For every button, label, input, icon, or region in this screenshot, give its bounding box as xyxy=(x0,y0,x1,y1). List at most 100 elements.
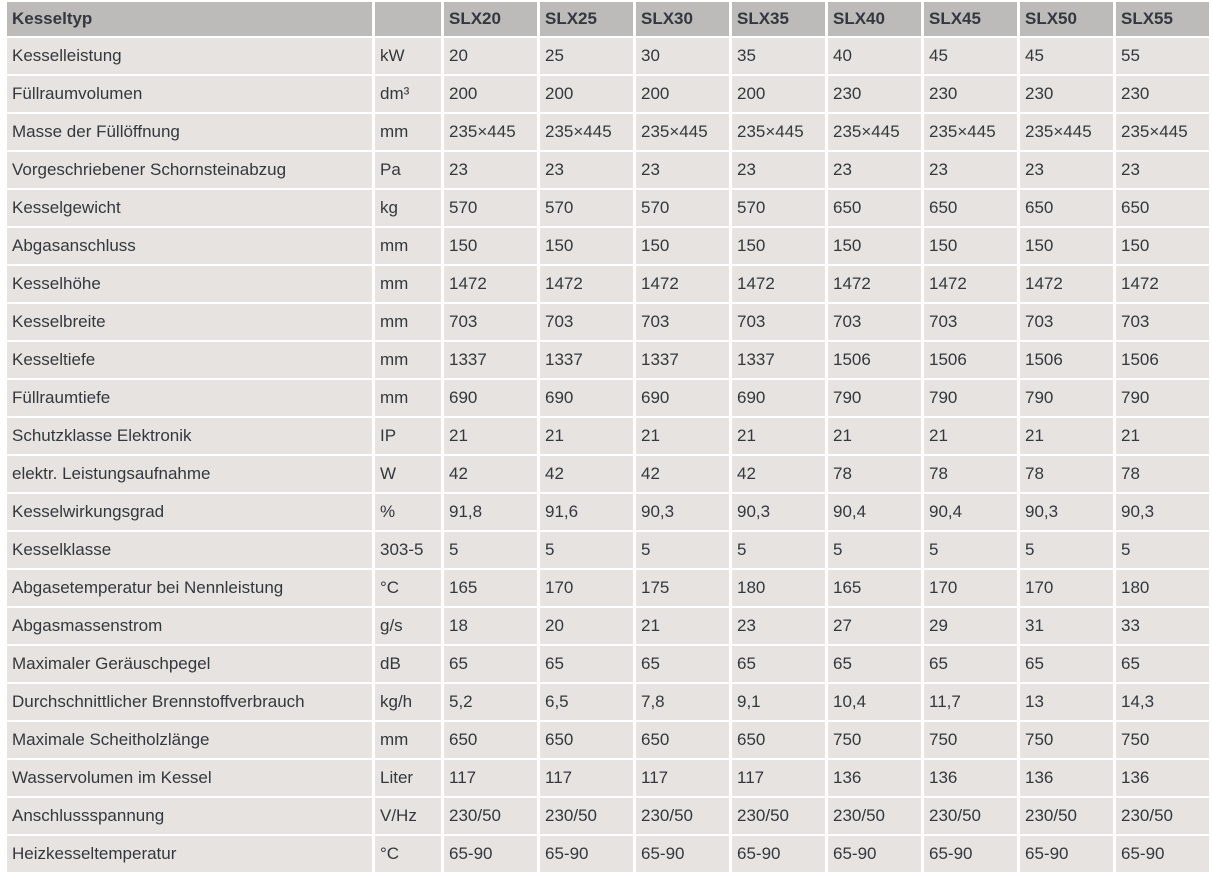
value-cell: 136 xyxy=(1116,760,1209,796)
unit-cell: °C xyxy=(375,836,441,872)
value-cell: 117 xyxy=(444,760,537,796)
value-cell: 11,7 xyxy=(924,684,1017,720)
value-cell: 690 xyxy=(444,380,537,416)
value-cell: 1337 xyxy=(732,342,825,378)
value-cell: 165 xyxy=(444,570,537,606)
value-cell: 235×445 xyxy=(732,114,825,150)
value-cell: 90,3 xyxy=(1116,494,1209,530)
value-cell: 703 xyxy=(444,304,537,340)
value-cell: 21 xyxy=(444,418,537,454)
value-cell: 235×445 xyxy=(1116,114,1209,150)
row-label-cell: Kesselleistung xyxy=(7,38,372,74)
unit-cell: Pa xyxy=(375,152,441,188)
row-label-cell: Durchschnittlicher Brennstoffverbrauch xyxy=(7,684,372,720)
value-cell: 703 xyxy=(1020,304,1113,340)
table-row: Kesselgewicht kg 570 570 570 570 650 650 650 650 xyxy=(7,190,1209,226)
table-row: Abgasanschluss mm 150 150 150 150 150 150 150 150 xyxy=(7,228,1209,264)
value-cell: 230/50 xyxy=(924,798,1017,834)
value-cell: 1506 xyxy=(1020,342,1113,378)
value-cell: 230/50 xyxy=(732,798,825,834)
value-cell: 65 xyxy=(1116,646,1209,682)
value-cell: 165 xyxy=(828,570,921,606)
value-cell: 650 xyxy=(636,722,729,758)
value-cell: 21 xyxy=(828,418,921,454)
value-cell: 230 xyxy=(924,76,1017,112)
value-cell: 235×445 xyxy=(1020,114,1113,150)
table-row: Schutzklasse Elektronik IP 21 21 21 21 21 21 21 2… xyxy=(7,418,1209,454)
value-cell: 690 xyxy=(636,380,729,416)
row-label-cell: Füllraumvolumen xyxy=(7,76,372,112)
value-cell: 6,5 xyxy=(540,684,633,720)
value-cell: 235×445 xyxy=(540,114,633,150)
row-label-cell: Heizkesseltemperatur xyxy=(7,836,372,872)
value-cell: 1472 xyxy=(444,266,537,302)
value-cell: 65-90 xyxy=(924,836,1017,872)
value-cell: 200 xyxy=(540,76,633,112)
value-cell: 1472 xyxy=(636,266,729,302)
value-cell: 650 xyxy=(1020,190,1113,226)
table-row: elektr. Leistungsaufnahme W 42 42 42 42 78 78 78… xyxy=(7,456,1209,492)
value-cell: 230 xyxy=(1020,76,1113,112)
unit-cell: V/Hz xyxy=(375,798,441,834)
value-cell: 650 xyxy=(444,722,537,758)
table-row: Abgasmassenstrom g/s 18 20 21 23 27 29 31 33 xyxy=(7,608,1209,644)
value-cell: 65-90 xyxy=(732,836,825,872)
value-cell: 40 xyxy=(828,38,921,74)
row-label-cell: elektr. Leistungsaufnahme xyxy=(7,456,372,492)
value-cell: 170 xyxy=(924,570,1017,606)
row-label-cell: Kesselgewicht xyxy=(7,190,372,226)
table-row: Kesselklasse 303-5 5 5 5 5 5 5 5 5 xyxy=(7,532,1209,568)
value-cell: 5 xyxy=(828,532,921,568)
row-label-cell: Kesselbreite xyxy=(7,304,372,340)
value-cell: 750 xyxy=(828,722,921,758)
value-cell: 14,3 xyxy=(1116,684,1209,720)
value-cell: 10,4 xyxy=(828,684,921,720)
value-cell: 21 xyxy=(636,418,729,454)
value-cell: 790 xyxy=(924,380,1017,416)
value-cell: 45 xyxy=(924,38,1017,74)
value-cell: 5 xyxy=(540,532,633,568)
value-cell: 78 xyxy=(1116,456,1209,492)
row-label-cell: Anschlussspannung xyxy=(7,798,372,834)
value-cell: 65-90 xyxy=(1020,836,1113,872)
value-cell: 1472 xyxy=(1020,266,1113,302)
table-row: Füllraumvolumen dm³ 200 200 200 200 230 230 230 2… xyxy=(7,76,1209,112)
value-cell: 200 xyxy=(636,76,729,112)
unit-cell: kg xyxy=(375,190,441,226)
value-cell: 703 xyxy=(1116,304,1209,340)
unit-cell: mm xyxy=(375,114,441,150)
value-cell: 65-90 xyxy=(1116,836,1209,872)
value-cell: 170 xyxy=(1020,570,1113,606)
value-cell: 570 xyxy=(444,190,537,226)
value-cell: 230/50 xyxy=(444,798,537,834)
value-cell: 21 xyxy=(924,418,1017,454)
value-cell: 21 xyxy=(732,418,825,454)
value-cell: 65 xyxy=(732,646,825,682)
value-cell: 65-90 xyxy=(828,836,921,872)
value-cell: 750 xyxy=(1116,722,1209,758)
value-cell: 230/50 xyxy=(1116,798,1209,834)
value-cell: 65 xyxy=(828,646,921,682)
value-cell: 20 xyxy=(540,608,633,644)
value-cell: 25 xyxy=(540,38,633,74)
value-cell: 1506 xyxy=(828,342,921,378)
table-row: Kesselhöhe mm 1472 1472 1472 1472 1472 1472 1472… xyxy=(7,266,1209,302)
value-cell: 1337 xyxy=(444,342,537,378)
value-cell: 55 xyxy=(1116,38,1209,74)
table-row: Heizkesseltemperatur °C 65-90 65-90 65-90 65-… xyxy=(7,836,1209,872)
table-row: Masse der Füllöffnung mm 235×445 235×445 235… xyxy=(7,114,1209,150)
value-cell: 650 xyxy=(732,722,825,758)
value-cell: 180 xyxy=(732,570,825,606)
value-cell: 30 xyxy=(636,38,729,74)
value-cell: 1472 xyxy=(1116,266,1209,302)
spec-table: Kesseltyp SLX20 SLX25 SLX30 SLX35 SLX40 SLX45… xyxy=(4,0,1212,874)
spec-table-header-row: Kesseltyp SLX20 SLX25 SLX30 SLX35 SLX40 SLX45… xyxy=(7,2,1209,36)
value-cell: 5 xyxy=(444,532,537,568)
column-header-slx40: SLX40 xyxy=(828,2,921,36)
value-cell: 150 xyxy=(1020,228,1113,264)
value-cell: 91,8 xyxy=(444,494,537,530)
value-cell: 1472 xyxy=(540,266,633,302)
value-cell: 65-90 xyxy=(540,836,633,872)
unit-cell: kW xyxy=(375,38,441,74)
value-cell: 136 xyxy=(1020,760,1113,796)
